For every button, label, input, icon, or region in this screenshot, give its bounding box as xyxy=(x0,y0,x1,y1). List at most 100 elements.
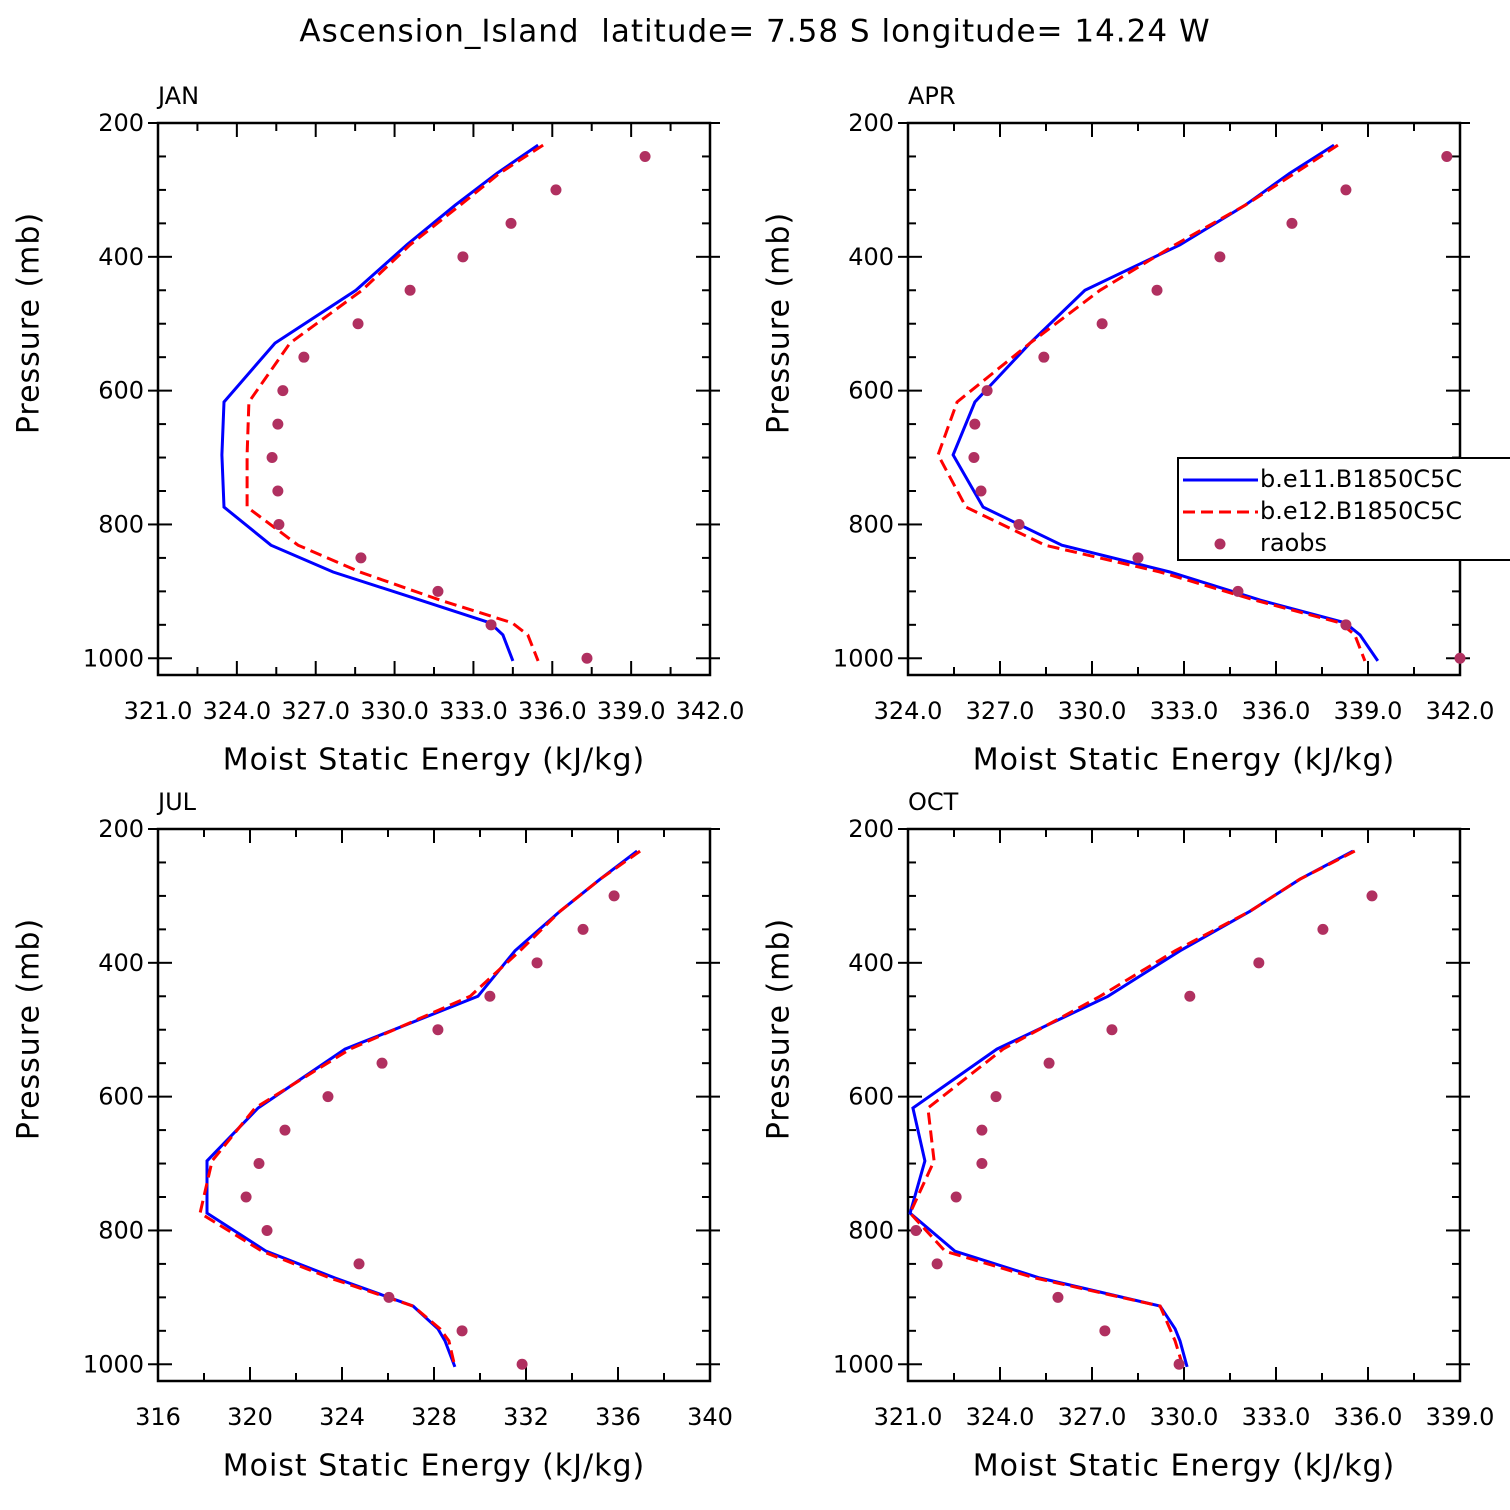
x-tick-label: 339.0 xyxy=(597,697,666,725)
data-point xyxy=(1232,585,1244,597)
data-point xyxy=(1454,652,1466,664)
data-point xyxy=(969,418,981,430)
y-tick-label: 200 xyxy=(98,815,144,843)
x-tick-label: 333.0 xyxy=(1242,1403,1311,1431)
legend-label: b.e12.B1850C5C xyxy=(1260,497,1462,525)
data-point xyxy=(1052,1291,1064,1303)
x-tick-label: 339.0 xyxy=(1334,697,1403,725)
data-point xyxy=(1184,990,1196,1002)
plot-frame xyxy=(906,121,1462,677)
y-tick-label: 600 xyxy=(848,1083,894,1111)
series-line xyxy=(220,143,539,662)
y-tick-label: 200 xyxy=(98,109,144,137)
series-line xyxy=(245,143,544,662)
data-point xyxy=(456,1325,468,1337)
data-point xyxy=(240,1191,252,1203)
data-point xyxy=(910,1224,922,1236)
data-point xyxy=(322,1091,334,1103)
data-point xyxy=(1340,619,1352,631)
y-tick-label: 800 xyxy=(98,1216,144,1244)
y-tick-label: 400 xyxy=(848,243,894,271)
data-point xyxy=(279,1124,291,1136)
data-point xyxy=(950,1191,962,1203)
x-tick-label: 342.0 xyxy=(1426,697,1495,725)
y-tick-label: 400 xyxy=(848,949,894,977)
x-tick-label: 339.0 xyxy=(1426,1403,1495,1431)
data-point xyxy=(1099,1325,1111,1337)
y-tick-label: 800 xyxy=(848,1216,894,1244)
data-point xyxy=(990,1091,1002,1103)
plot-frame xyxy=(156,121,712,677)
data-point xyxy=(273,518,285,530)
data-point xyxy=(457,251,469,263)
x-tick-label: 321.0 xyxy=(124,697,193,725)
y-tick-label: 600 xyxy=(848,377,894,405)
y-tick-label: 600 xyxy=(98,1083,144,1111)
data-point xyxy=(383,1291,395,1303)
y-tick-label: 1000 xyxy=(833,644,894,672)
data-point xyxy=(404,284,416,296)
x-tick-label: 330.0 xyxy=(1150,1403,1219,1431)
x-axis-label: Moist Static Energy (kJ/kg) xyxy=(223,743,646,778)
data-point xyxy=(1038,351,1050,363)
data-point xyxy=(1317,923,1329,935)
data-point xyxy=(968,452,980,464)
data-point xyxy=(1366,890,1378,902)
data-point xyxy=(1132,552,1144,564)
data-point xyxy=(484,990,496,1002)
y-tick-label: 1000 xyxy=(833,1350,894,1378)
x-axis-label: Moist Static Energy (kJ/kg) xyxy=(973,743,1396,778)
series-line xyxy=(205,849,639,1368)
y-tick-label: 800 xyxy=(848,510,894,538)
data-point xyxy=(1253,957,1265,969)
data-point xyxy=(432,585,444,597)
x-tick-label: 316 xyxy=(135,1403,181,1431)
data-point xyxy=(261,1224,273,1236)
x-tick-label: 342.0 xyxy=(676,697,745,725)
y-tick-label: 400 xyxy=(98,243,144,271)
y-tick-label: 200 xyxy=(848,109,894,137)
x-tick-label: 340 xyxy=(687,1403,733,1431)
panel-title: JAN xyxy=(156,82,199,110)
x-tick-label: 336.0 xyxy=(1334,1403,1403,1431)
x-tick-label: 320 xyxy=(227,1403,273,1431)
panel-title: JUL xyxy=(156,788,197,816)
data-point xyxy=(931,1258,943,1270)
data-point xyxy=(531,957,543,969)
y-axis-label: Pressure (mb) xyxy=(12,918,47,1140)
x-tick-label: 324.0 xyxy=(202,697,271,725)
panel-title: OCT xyxy=(908,788,959,816)
data-point xyxy=(253,1158,265,1170)
y-axis-label: Pressure (mb) xyxy=(762,918,797,1140)
data-point xyxy=(639,150,651,162)
x-tick-label: 324.0 xyxy=(874,697,943,725)
panel: OCT 321.0 324.0 327.0 330.0 333.0 336.0 339.0 20… xyxy=(762,788,1495,1484)
data-point xyxy=(505,217,517,229)
y-axis-label: Pressure (mb) xyxy=(12,212,47,434)
data-point xyxy=(1096,318,1108,330)
data-point xyxy=(976,1158,988,1170)
data-point xyxy=(1340,184,1352,196)
series-line xyxy=(951,143,1380,662)
data-point xyxy=(432,1024,444,1036)
data-point xyxy=(1013,518,1025,530)
y-axis-label: Pressure (mb) xyxy=(762,212,797,434)
series-line xyxy=(908,849,1356,1368)
data-point xyxy=(376,1057,388,1069)
x-tick-label: 321.0 xyxy=(874,1403,943,1431)
data-point xyxy=(272,418,284,430)
data-point xyxy=(352,318,364,330)
data-point xyxy=(355,552,367,564)
y-tick-label: 600 xyxy=(98,377,144,405)
y-tick-label: 800 xyxy=(98,510,144,538)
data-point xyxy=(266,452,278,464)
figure-title: Ascension_Island latitude= 7.58 S longit… xyxy=(299,14,1210,50)
legend-marker xyxy=(1214,538,1226,550)
x-tick-label: 333.0 xyxy=(1150,697,1219,725)
legend-box xyxy=(1177,457,1510,561)
panel-title: APR xyxy=(908,82,956,110)
x-tick-label: 333.0 xyxy=(439,697,508,725)
data-point xyxy=(1106,1024,1118,1036)
data-point xyxy=(1173,1358,1185,1370)
